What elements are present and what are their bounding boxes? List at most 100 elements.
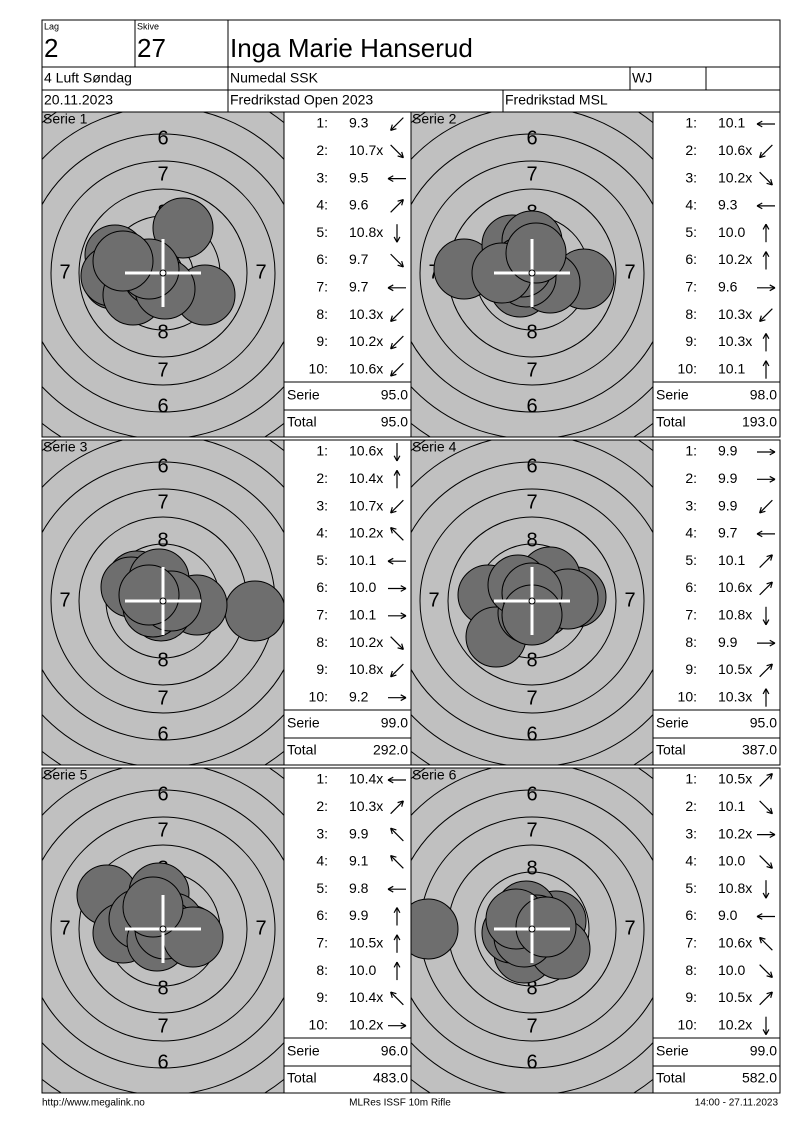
- arrow-head: [390, 346, 397, 350]
- ring-label: 6: [157, 723, 168, 745]
- direction-arrow: [393, 907, 401, 926]
- arrow-head: [390, 507, 393, 514]
- arrow-head: [400, 697, 407, 702]
- serie-title: Serie 3: [43, 439, 88, 455]
- shot-score: 10.1: [718, 552, 745, 568]
- ring-label: 7: [526, 491, 537, 513]
- ring-label: 8: [526, 321, 537, 343]
- ring-label: 7: [255, 917, 266, 939]
- ring-label: 7: [157, 687, 168, 709]
- total-score: 582.0: [742, 1070, 777, 1086]
- arrow-head: [401, 800, 404, 807]
- serie-label: Serie: [287, 387, 320, 403]
- arrow-shaft: [390, 499, 404, 514]
- shot-score: 9.8: [349, 880, 369, 896]
- ring-label: 7: [526, 687, 537, 709]
- shot-number: 8:: [316, 962, 328, 978]
- direction-arrow: [762, 880, 770, 899]
- direction-arrow: [759, 581, 773, 596]
- shot-score: 10.2x: [718, 825, 752, 841]
- arrow-shaft: [759, 171, 773, 186]
- direction-arrow: [759, 800, 773, 815]
- serie-score: 99.0: [381, 715, 408, 731]
- arrow-head: [390, 991, 393, 998]
- shot-number: 9:: [316, 661, 328, 677]
- ring-label: 7: [428, 589, 439, 611]
- shot-score: 9.9: [349, 907, 369, 923]
- arrow-head: [393, 455, 398, 462]
- direction-arrow: [757, 448, 776, 456]
- shot-score: 10.7x: [349, 142, 383, 158]
- arrow-head: [396, 236, 401, 243]
- shot-number: 9:: [685, 989, 697, 1005]
- arrow-head: [766, 811, 773, 815]
- arrow-head: [765, 333, 770, 339]
- arrow-head: [762, 619, 767, 626]
- shot: [152, 197, 214, 259]
- direction-arrow: [756, 202, 775, 210]
- shot-score: 9.3: [718, 197, 738, 213]
- shot-score: 10.1: [718, 798, 745, 814]
- arrow-shaft: [390, 827, 404, 842]
- shot-number: 5:: [685, 552, 697, 568]
- direction-arrow: [390, 663, 404, 678]
- arrow-head: [390, 315, 393, 322]
- ring-label: 6: [526, 1051, 537, 1073]
- shot-number: 6:: [685, 251, 697, 267]
- serie-score: 95.0: [381, 387, 408, 403]
- shot: [515, 896, 577, 958]
- arrow-head: [766, 554, 773, 558]
- arrow-head: [759, 315, 762, 322]
- direction-arrow: [759, 964, 773, 979]
- arrow-head: [765, 619, 770, 626]
- shot-number: 3:: [685, 497, 697, 513]
- direction-arrow: [762, 688, 770, 707]
- arrow-head: [766, 581, 773, 585]
- arrow-shaft: [390, 253, 404, 268]
- ring-label: 8: [157, 649, 168, 671]
- arrow-head: [390, 510, 397, 514]
- total-score: 95.0: [381, 414, 408, 430]
- shot-number: 1:: [316, 771, 328, 787]
- shot-score: 10.6x: [718, 935, 752, 951]
- arrow-head: [393, 236, 398, 243]
- ring-label: 8: [526, 529, 537, 551]
- shot-number: 8:: [316, 306, 328, 322]
- arrow-head: [390, 527, 393, 534]
- direction-arrow: [762, 606, 770, 626]
- arrow-head: [756, 123, 763, 128]
- shot-number: 8:: [685, 634, 697, 650]
- arrow-head: [762, 360, 767, 367]
- arrow-head: [390, 342, 393, 349]
- block-frame: [410, 767, 781, 1094]
- direction-arrow: [759, 499, 773, 514]
- ring: [42, 789, 284, 1069]
- shot-number: 9:: [316, 989, 328, 1005]
- shot-score: 10.3x: [718, 306, 752, 322]
- ring-label: 8: [526, 977, 537, 999]
- arrow-head: [766, 663, 773, 667]
- arrow-head: [759, 936, 766, 940]
- arrow-head: [769, 451, 776, 456]
- arrow-head: [401, 199, 404, 206]
- shot-score: 10.7x: [349, 497, 383, 513]
- shot-number: 10:: [309, 688, 328, 704]
- total-score: 193.0: [742, 414, 777, 430]
- total-label: Total: [287, 414, 317, 430]
- shot-number: 3:: [685, 825, 697, 841]
- shot-number: 1:: [685, 443, 697, 459]
- ring: [419, 488, 645, 714]
- direction-arrow: [757, 831, 776, 839]
- arrow-head: [396, 961, 401, 968]
- ring: [474, 871, 590, 987]
- serie-label: Serie: [656, 387, 689, 403]
- shot-score: 10.1: [349, 607, 376, 623]
- arrow-head: [390, 128, 397, 131]
- arrow-head: [770, 773, 773, 780]
- shot-number: 8:: [316, 634, 328, 650]
